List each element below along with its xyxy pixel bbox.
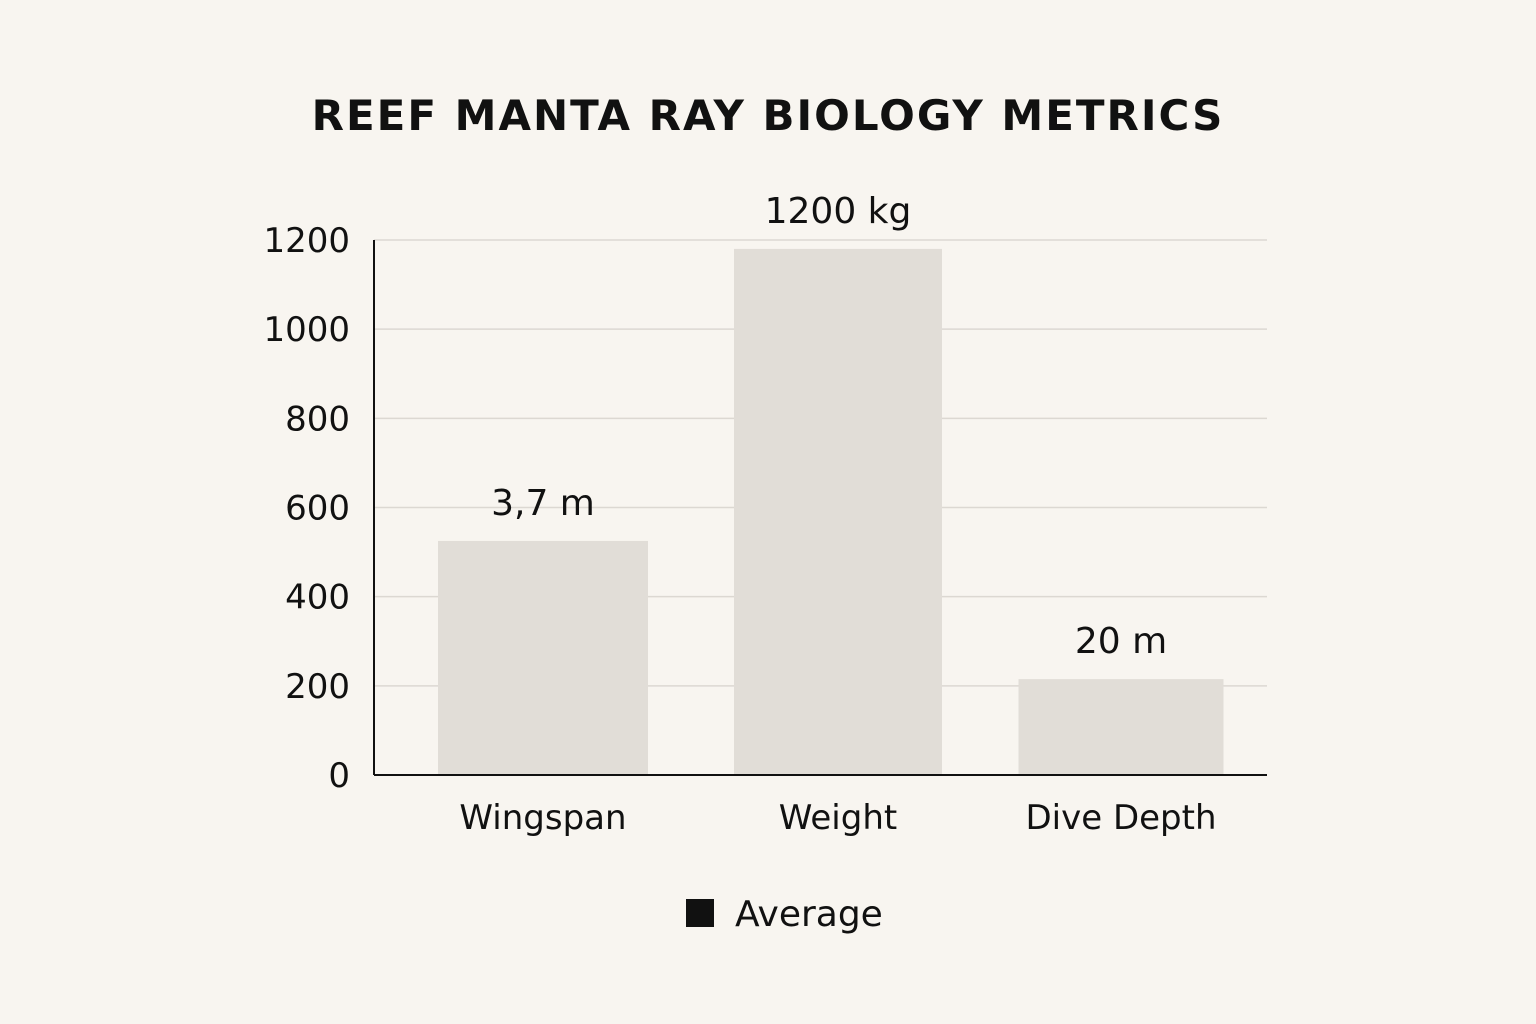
legend: Average	[686, 894, 883, 935]
bar-weight	[734, 248, 942, 775]
bar-wingspan	[438, 540, 648, 775]
y-tick-labels: 0 200 400 600 800 1000 1200	[263, 221, 350, 796]
y-tick-label-600: 600	[285, 489, 350, 529]
category-labels: Wingspan Weight Dive Depth	[459, 798, 1216, 838]
legend-label-average: Average	[735, 894, 883, 935]
y-tick-label-400: 400	[285, 578, 350, 618]
bars	[438, 248, 1224, 775]
y-tick-label-0: 0	[328, 756, 350, 796]
y-tick-label-200: 200	[285, 667, 350, 707]
data-label-weight: 1200 kg	[765, 191, 912, 232]
y-tick-label-800: 800	[285, 399, 350, 439]
legend-swatch-average	[686, 899, 714, 927]
category-label-wingspan: Wingspan	[459, 798, 626, 838]
y-tick-label-1000: 1000	[263, 310, 350, 350]
data-label-dive-depth: 20 m	[1075, 621, 1167, 662]
data-label-wingspan: 3,7 m	[491, 483, 595, 524]
category-label-weight: Weight	[779, 798, 897, 838]
chart-title: REEF MANTA RAY BIOLOGY METRICS	[312, 91, 1225, 140]
category-label-dive-depth: Dive Depth	[1025, 798, 1216, 838]
y-tick-label-1200: 1200	[263, 221, 350, 261]
data-labels: 3,7 m 1200 kg 20 m	[491, 191, 1167, 662]
axes	[373, 240, 1267, 776]
bar-dive-depth	[1018, 679, 1224, 775]
